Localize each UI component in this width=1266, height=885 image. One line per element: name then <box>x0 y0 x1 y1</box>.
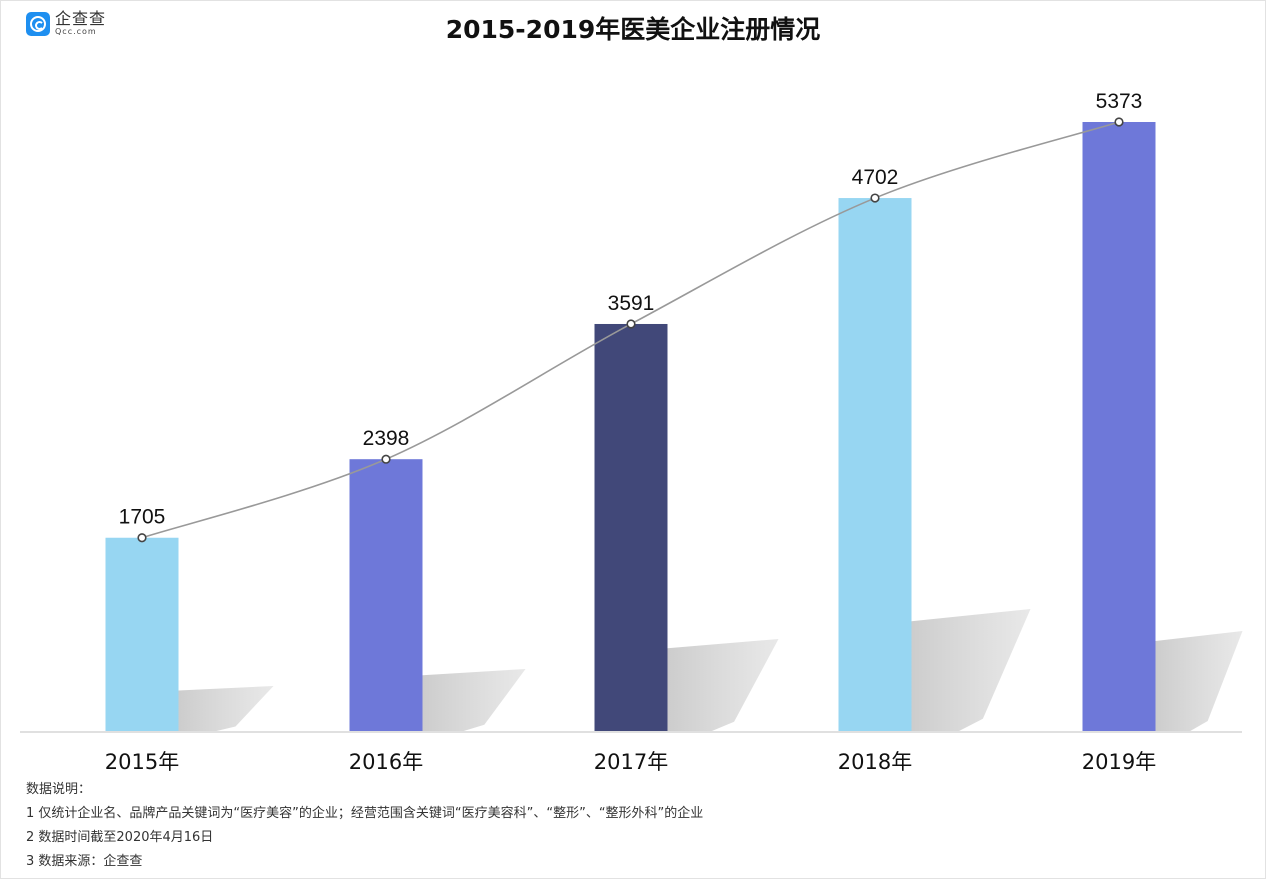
logo-name: 企查查 <box>55 9 107 28</box>
note-line-3: 3 数据来源：企查查 <box>26 854 143 869</box>
data-notes: 数据说明： 1 仅统计企业名、品牌产品关键词为“医疗美容”的企业；经营范围含关键… <box>26 778 703 874</box>
line-marker <box>1114 117 1124 127</box>
qcc-logo: 企查查 Qcc.com <box>26 11 106 36</box>
bar-shadow <box>178 686 274 731</box>
data-label: 1705 <box>119 506 166 529</box>
line-marker <box>381 454 391 464</box>
bar-2015年 <box>105 537 179 731</box>
note-line-1: 1 仅统计企业名、品牌产品关键词为“医疗美容”的企业；经营范围含关键词“医疗美容… <box>26 806 704 821</box>
line-marker <box>137 533 147 543</box>
x-tick-label: 2017年 <box>594 750 668 774</box>
data-label: 4702 <box>852 166 899 189</box>
bar-shadow <box>667 639 779 731</box>
chart-title: 2015-2019年医美企业注册情况 <box>445 15 821 44</box>
bar-2019年 <box>1082 122 1156 731</box>
bar-2016年 <box>349 459 423 731</box>
data-label: 3591 <box>608 292 655 315</box>
line-marker <box>870 193 880 203</box>
x-tick-label: 2016年 <box>349 750 423 774</box>
line-marker <box>626 319 636 329</box>
x-tick-label: 2019年 <box>1082 750 1156 774</box>
logo-domain: Qcc.com <box>55 27 97 36</box>
bar-shadow <box>422 669 526 731</box>
x-tick-label: 2018年 <box>838 750 912 774</box>
data-label: 5373 <box>1096 90 1143 113</box>
data-label: 2398 <box>363 427 410 450</box>
bar-shadow <box>911 609 1031 731</box>
bar-2017年 <box>594 323 668 731</box>
note-line-2: 2 数据时间截至2020年4月16日 <box>26 830 214 845</box>
bar-shadow <box>1155 631 1243 731</box>
bar-2018年 <box>838 198 912 732</box>
x-tick-label: 2015年 <box>105 750 179 774</box>
notes-heading: 数据说明： <box>26 782 92 797</box>
qcc-logo-icon <box>26 11 50 36</box>
